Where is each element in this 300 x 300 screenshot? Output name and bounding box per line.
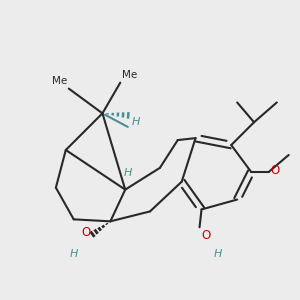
Text: H: H bbox=[123, 168, 132, 178]
Text: O: O bbox=[82, 226, 91, 239]
Text: H: H bbox=[214, 249, 222, 259]
Text: O: O bbox=[270, 164, 280, 177]
Text: Me: Me bbox=[52, 76, 67, 86]
Text: O: O bbox=[201, 229, 210, 242]
Text: H: H bbox=[132, 117, 140, 127]
Text: Me: Me bbox=[122, 70, 137, 80]
Text: H: H bbox=[70, 249, 78, 259]
